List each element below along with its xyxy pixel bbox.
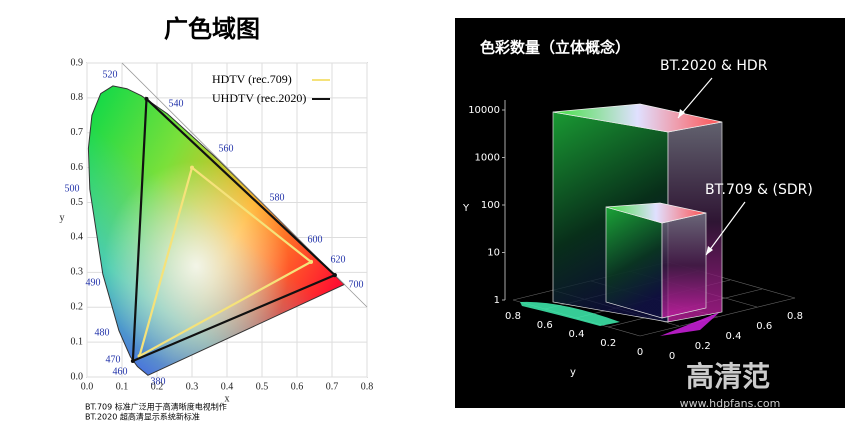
volume-top xyxy=(605,202,707,224)
depth-tick-label: 0.4 xyxy=(726,331,742,342)
y-tick-label: 0.6 xyxy=(71,162,84,173)
y-tick-label: 100 xyxy=(481,200,500,211)
caption: BT.2020 超高清显示系统新标准 xyxy=(85,412,200,422)
arrow-head xyxy=(678,109,685,118)
y-tick-label: 0.9 xyxy=(71,57,84,68)
volume-face xyxy=(605,206,663,319)
depth-tick-label: 0 xyxy=(637,347,643,358)
arrow-head xyxy=(706,246,713,255)
wavelength: 500 xyxy=(65,183,80,194)
wavelength: 480 xyxy=(95,327,110,338)
y-axis-label: Y xyxy=(462,203,470,214)
vertex xyxy=(130,358,135,363)
vertex xyxy=(190,165,194,170)
y-axis-label: y xyxy=(60,212,65,223)
watermark: 高清范 xyxy=(686,360,770,393)
depth-axis-label: y xyxy=(570,367,576,378)
depth-tick-label: 0 xyxy=(669,351,675,362)
wavelength: 520 xyxy=(103,69,118,80)
x-tick-label: 0.6 xyxy=(291,381,304,392)
wavelength: 380 xyxy=(151,376,166,387)
arrow xyxy=(677,77,713,119)
annotation: BT.709 & (SDR) xyxy=(705,182,813,198)
x-tick-label: 0.0 xyxy=(81,381,94,392)
wavelength: 580 xyxy=(270,192,285,203)
vertex xyxy=(309,259,313,264)
legend-label: HDTV (rec.709) xyxy=(212,72,292,86)
y-tick-label: 0.2 xyxy=(71,302,84,313)
wavelength: 490 xyxy=(86,277,101,288)
y-tick-label: 1 xyxy=(494,295,500,306)
y-tick-label: 10 xyxy=(487,248,500,259)
wavelength: 600 xyxy=(308,234,323,245)
x-tick-label: 0.4 xyxy=(221,381,234,392)
y-tick-label: 0.5 xyxy=(71,197,84,208)
wavelength: 700 xyxy=(349,279,364,290)
annotation: BT.2020 & HDR xyxy=(660,58,768,74)
wavelength: 620 xyxy=(331,254,346,265)
vertex xyxy=(332,273,337,278)
y-tick-label: 0.3 xyxy=(71,267,84,278)
gamut-triangle xyxy=(137,165,312,359)
wavelength: 560 xyxy=(219,143,234,154)
watermark-url: www.hdpfans.com xyxy=(680,397,781,410)
floor-gamut xyxy=(660,312,720,336)
depth-tick-label: 0.6 xyxy=(756,321,772,332)
x-tick-label: 0.2 xyxy=(151,381,164,392)
volumes xyxy=(552,103,723,323)
y-tick-label: 0.0 xyxy=(71,371,84,382)
x-axis-label: x xyxy=(225,393,230,404)
x-tick-label: 0.1 xyxy=(116,381,129,392)
depth-tick-label: 0.8 xyxy=(505,311,521,322)
x-tick-label: 0.7 xyxy=(326,381,339,392)
floor-gamut xyxy=(520,301,620,326)
y-tick-label: 1000 xyxy=(475,153,500,164)
y-tick-label: 10000 xyxy=(468,105,500,116)
wavelength: 470 xyxy=(106,354,121,365)
gamut-triangle xyxy=(131,96,336,363)
vertex xyxy=(144,96,149,101)
caption: BT.709 标准广泛用于高清晰度电视制作 xyxy=(85,402,227,412)
y-tick-label: 0.4 xyxy=(71,232,84,243)
wavelength: 540 xyxy=(169,98,184,109)
volume-top xyxy=(552,103,723,133)
legend-label: UHDTV (rec.2020) xyxy=(212,91,306,105)
left-title: 广色域图 xyxy=(164,15,260,43)
x-tick-label: 0.3 xyxy=(186,381,199,392)
wavelength: 460 xyxy=(113,366,128,377)
arrow xyxy=(705,201,746,256)
y-tick-label: 0.7 xyxy=(71,127,84,138)
depth-tick-label: 0.2 xyxy=(600,338,616,349)
depth-tick-label: 0.4 xyxy=(569,329,585,340)
y-tick-label: 0.1 xyxy=(71,336,84,347)
depth-tick-label: 0.8 xyxy=(787,311,803,322)
x-tick-label: 0.8 xyxy=(361,381,374,392)
volume-face xyxy=(661,212,707,319)
y-tick-label: 0.8 xyxy=(71,92,84,103)
right-title: 色彩数量（立体概念） xyxy=(480,39,630,57)
x-tick-label: 0.5 xyxy=(256,381,269,392)
depth-tick-label: 0.2 xyxy=(695,341,711,352)
depth-tick-label: 0.6 xyxy=(537,320,553,331)
wavelength-labels: 520 540 560 580 600 620 700 500 490 480 … xyxy=(65,69,364,387)
